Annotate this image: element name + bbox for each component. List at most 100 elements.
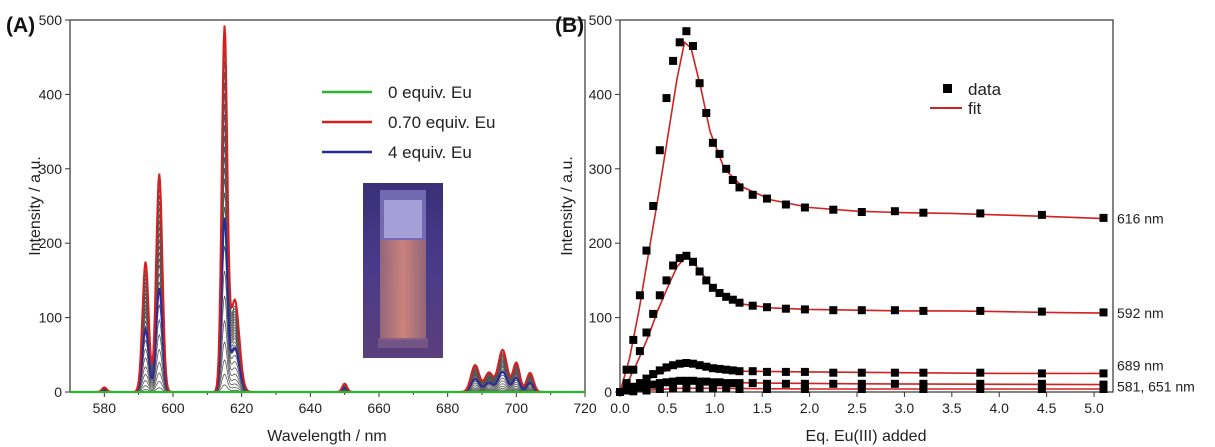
data-point (629, 387, 638, 396)
x-tick-label: 4.0 (989, 400, 1009, 416)
data-point (708, 378, 717, 387)
data-point (857, 208, 866, 216)
data-point (708, 283, 717, 292)
data-point (649, 380, 658, 389)
data-point (919, 368, 928, 377)
data-point (781, 379, 790, 388)
data-point (715, 364, 724, 373)
data-point (715, 289, 724, 297)
panel-b-x-axis-label: Eq. Eu(III) added (806, 428, 927, 445)
data-point (635, 347, 644, 356)
data-point (857, 379, 866, 388)
legend-label-4equiv: 4 equiv. Eu (388, 143, 472, 162)
y-tick-label: 500 (39, 12, 63, 28)
data-point (763, 303, 771, 312)
panel-a-y-axis-label: Intensity / a.u. (27, 156, 44, 256)
y-tick-label: 200 (39, 235, 63, 251)
data-point (682, 376, 691, 385)
data-point (763, 367, 771, 376)
data-point (702, 109, 711, 117)
x-tick-label: 700 (505, 400, 529, 416)
data-point (800, 385, 809, 393)
y-tick-label: 100 (39, 310, 63, 326)
data-point (635, 379, 644, 388)
data-point (655, 366, 664, 375)
x-tick-label: 580 (93, 400, 117, 416)
data-point (655, 291, 664, 300)
data-point (919, 306, 928, 315)
data-point (702, 362, 711, 371)
data-point (800, 305, 809, 314)
panel-b-plot-frame (619, 19, 1114, 393)
data-point (682, 251, 691, 260)
data-point (642, 328, 651, 337)
data-point (695, 79, 704, 88)
data-point (1037, 307, 1046, 316)
data-point (669, 56, 678, 65)
data-point (735, 379, 744, 388)
data-point (649, 202, 658, 210)
x-tick-label: 5.0 (1084, 400, 1104, 416)
data-point (976, 209, 985, 218)
data-point (748, 367, 757, 376)
y-tick-label: 500 (589, 12, 613, 28)
data-point (735, 298, 744, 307)
panel-b-label: (B) (555, 14, 584, 37)
data-point (622, 365, 631, 374)
data-point (735, 385, 744, 393)
data-point (722, 365, 731, 374)
data-point (695, 377, 704, 386)
x-tick-label: 2.0 (800, 400, 820, 416)
data-point (675, 376, 684, 385)
data-point (682, 27, 691, 36)
data-point (1099, 213, 1108, 222)
data-point (763, 379, 771, 388)
data-point (857, 306, 866, 315)
data-point (655, 385, 664, 393)
legend-label-070equiv: 0.70 equiv. Eu (388, 113, 495, 132)
x-tick-label: 3.5 (942, 400, 962, 416)
data-point (642, 246, 651, 255)
data-point (781, 304, 790, 313)
data-point (669, 384, 678, 393)
data-point (708, 364, 717, 373)
data-point (829, 205, 838, 214)
data-point (1099, 385, 1108, 393)
data-point (669, 377, 678, 386)
data-point (890, 207, 899, 216)
x-tick-label: 0.0 (610, 400, 630, 416)
x-tick-label: 3.0 (895, 400, 915, 416)
data-point (629, 365, 638, 374)
fit-curve (619, 40, 1104, 393)
data-point (702, 377, 711, 386)
data-point (890, 379, 899, 388)
legend-swatch-data (943, 84, 952, 93)
gray-spectrum-line (70, 125, 585, 393)
data-point (689, 376, 697, 385)
data-point (919, 385, 928, 393)
legend-label-data: data (968, 80, 1002, 99)
data-point (763, 194, 771, 203)
data-point (1099, 308, 1108, 317)
data-point (702, 276, 711, 285)
data-point (635, 383, 644, 392)
data-point (649, 370, 658, 379)
data-point (800, 367, 809, 376)
panel-a-y-ticks: 0 100 200 300 400 500 (39, 12, 70, 400)
data-point (616, 388, 624, 396)
panel-b-fit-curves (619, 40, 1104, 393)
x-tick-label: 720 (573, 400, 597, 416)
data-point (763, 385, 771, 393)
data-point (655, 379, 664, 388)
data-point (800, 379, 809, 388)
y-tick-label: 400 (39, 86, 63, 102)
x-tick-label: 1.5 (752, 400, 772, 416)
data-point (675, 359, 684, 368)
data-point (622, 386, 631, 395)
data-point (728, 366, 737, 375)
data-point (695, 267, 704, 276)
data-point (642, 386, 651, 395)
data-point (635, 291, 644, 300)
x-tick-label: 620 (230, 400, 254, 416)
